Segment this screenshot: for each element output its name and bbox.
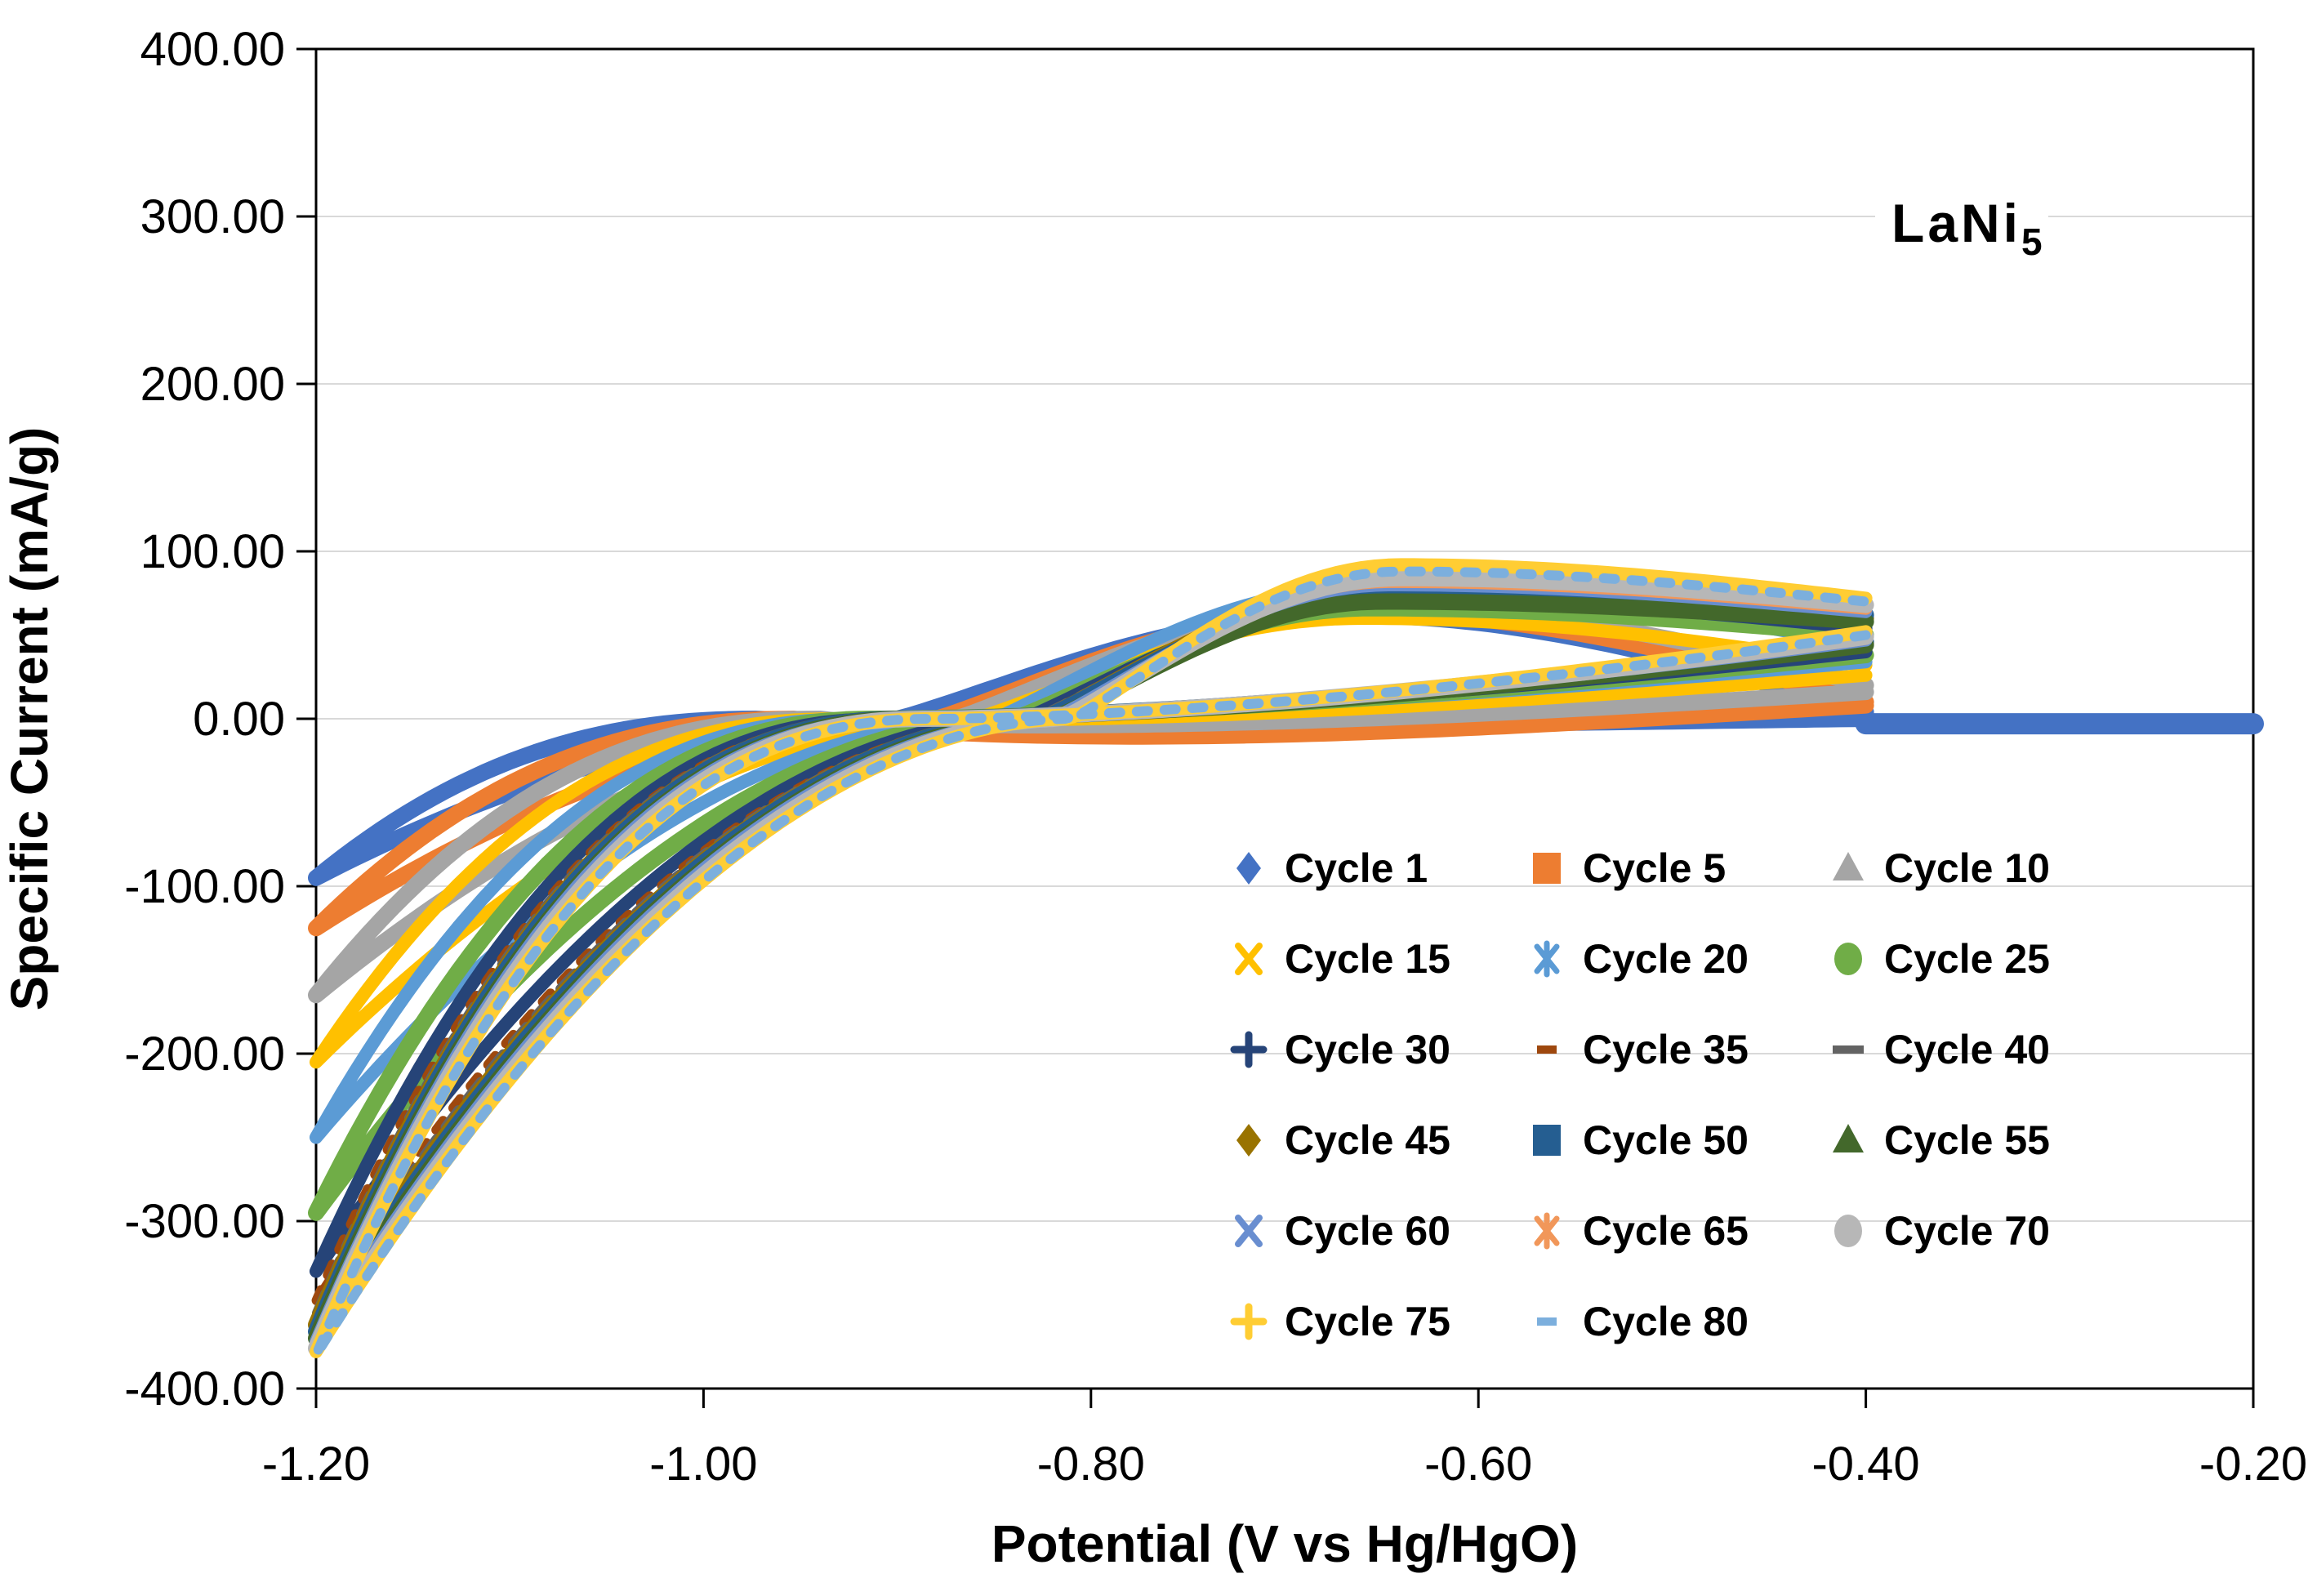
legend-item-label: Cycle 5 xyxy=(1583,845,1726,891)
x-axis: -1.20 -1.00 -0.80 -0.60 -0.40 -0.20 xyxy=(262,1389,2307,1491)
annotation-backdrop xyxy=(1875,186,2048,265)
y-axis-title: Specific Current (mA/g) xyxy=(0,427,59,1011)
series-curves xyxy=(308,558,2264,1360)
legend-item-cycle-75: Cycle 75 xyxy=(1230,1299,1450,1344)
legend-item-cycle-50: Cycle 50 xyxy=(1533,1117,1749,1163)
legend-item-label: Cycle 25 xyxy=(1884,936,2050,982)
legend-item-cycle-10: Cycle 10 xyxy=(1833,845,2050,891)
legend-item-label: Cycle 80 xyxy=(1583,1299,1749,1344)
diamond-marker-icon xyxy=(1236,852,1261,885)
y-tick-label: 100.00 xyxy=(140,525,285,578)
y-tick-label: 0.00 xyxy=(193,693,285,746)
legend-item-label: Cycle 75 xyxy=(1285,1299,1450,1344)
series-cycle-15 xyxy=(310,612,1873,1069)
legend-item-cycle-5: Cycle 5 xyxy=(1533,845,1726,891)
x-tick-label: -1.20 xyxy=(262,1438,370,1491)
circle-marker-icon xyxy=(1834,1215,1862,1247)
x-marker-icon xyxy=(1235,1215,1263,1247)
star-marker-icon xyxy=(1534,943,1560,974)
legend-item-cycle-35: Cycle 35 xyxy=(1537,1027,1749,1072)
chart-annotation-lani5: LaNi5 xyxy=(1891,193,2046,263)
legend-item-label: Cycle 35 xyxy=(1583,1027,1749,1072)
x-tick-label: -1.00 xyxy=(649,1438,757,1491)
legend-item-cycle-40: Cycle 40 xyxy=(1833,1027,2050,1072)
star-marker-icon xyxy=(1534,1215,1560,1246)
legend-item-label: Cycle 60 xyxy=(1285,1208,1450,1254)
y-tick-label: -100.00 xyxy=(124,860,285,913)
dash-marker-icon xyxy=(1833,1045,1864,1054)
legend-item-cycle-30: Cycle 30 xyxy=(1230,1027,1450,1072)
legend-item-cycle-15: Cycle 15 xyxy=(1235,936,1450,982)
legend-item-label: Cycle 50 xyxy=(1583,1117,1749,1163)
legend-item-label: Cycle 1 xyxy=(1285,845,1428,891)
x-tick-label: -0.80 xyxy=(1037,1438,1145,1491)
legend-item-cycle-60: Cycle 60 xyxy=(1235,1208,1450,1254)
legend-item-cycle-45: Cycle 45 xyxy=(1236,1117,1450,1163)
legend-item-label: Cycle 55 xyxy=(1884,1117,2050,1163)
square-marker-icon xyxy=(1533,853,1561,884)
dash-marker-icon xyxy=(1537,1317,1557,1326)
legend-item-cycle-20: Cycle 20 xyxy=(1534,936,1749,982)
legend-item-label: Cycle 40 xyxy=(1884,1027,2050,1072)
square-marker-icon xyxy=(1533,1125,1561,1156)
y-tick-label: -300.00 xyxy=(124,1195,285,1248)
legend: Cycle 1 Cycle 5 Cycle 10 Cycle 15 Cycle 20 Cy… xyxy=(1230,845,2050,1344)
y-tick-label: 200.00 xyxy=(140,358,285,411)
x-tick-label: -0.20 xyxy=(2199,1438,2307,1491)
x-tick-label: -0.60 xyxy=(1424,1438,1532,1491)
legend-item-cycle-25: Cycle 25 xyxy=(1834,936,2050,982)
legend-item-label: Cycle 30 xyxy=(1285,1027,1450,1072)
dash-marker-icon xyxy=(1537,1045,1557,1054)
legend-item-cycle-55: Cycle 55 xyxy=(1833,1117,2050,1163)
legend-item-cycle-80: Cycle 80 xyxy=(1537,1299,1749,1344)
x-tick-label: -0.40 xyxy=(1811,1438,1919,1491)
x-axis-title: Potential (V vs Hg/HgO) xyxy=(991,1514,1578,1573)
y-tick-label: 400.00 xyxy=(140,23,285,76)
legend-item-label: Cycle 70 xyxy=(1884,1208,2050,1254)
y-axis: 400.00 300.00 200.00 100.00 0.00 -100.00 -200.… xyxy=(124,23,316,1415)
circle-marker-icon xyxy=(1834,943,1862,975)
legend-item-label: Cycle 15 xyxy=(1285,936,1450,982)
legend-item-label: Cycle 10 xyxy=(1884,845,2050,891)
triangle-marker-icon xyxy=(1833,1124,1864,1152)
legend-item-cycle-65: Cycle 65 xyxy=(1534,1208,1749,1254)
y-tick-label: -200.00 xyxy=(124,1028,285,1081)
y-tick-label: -400.00 xyxy=(124,1362,285,1415)
triangle-marker-icon xyxy=(1833,852,1864,880)
diamond-marker-icon xyxy=(1236,1124,1261,1157)
legend-item-label: Cycle 45 xyxy=(1285,1117,1450,1163)
y-tick-label: 300.00 xyxy=(140,190,285,243)
legend-item-cycle-1: Cycle 1 xyxy=(1236,845,1428,891)
x-marker-icon xyxy=(1235,943,1263,975)
legend-item-cycle-70: Cycle 70 xyxy=(1834,1208,2050,1254)
legend-item-label: Cycle 20 xyxy=(1583,936,1749,982)
legend-item-label: Cycle 65 xyxy=(1583,1208,1749,1254)
